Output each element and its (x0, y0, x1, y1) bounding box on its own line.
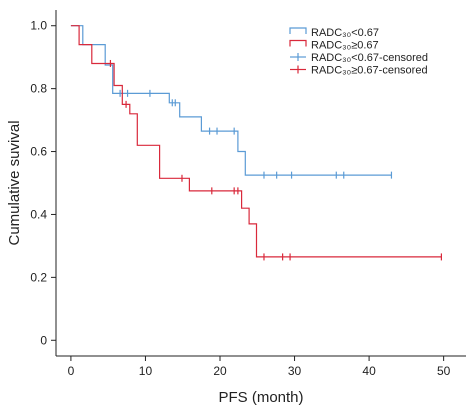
y-tick-label: 1.0 (30, 19, 47, 33)
y-tick-label: 0.8 (30, 82, 47, 96)
legend: RADC₃₀<0.67RADC₃₀≥0.67RADC₃₀<0.67-censor… (289, 27, 428, 77)
y-tick-label: 0.2 (30, 270, 47, 284)
x-axis-title: PFS (month) (218, 389, 303, 406)
x-tick-label: 0 (68, 364, 75, 378)
series-line-2 (70, 25, 442, 258)
x-tick-label: 20 (213, 364, 227, 378)
y-tick-label: 0 (40, 333, 47, 347)
x-tick-label: 50 (437, 364, 451, 378)
series-layer (70, 25, 442, 261)
legend-label: RADC₃₀<0.67 (311, 27, 379, 39)
y-tick-label: 0.4 (30, 207, 47, 221)
x-tick-label: 30 (288, 364, 302, 378)
x-tick-label: 10 (139, 364, 153, 378)
series-line-1 (70, 25, 392, 176)
legend-swatch (289, 39, 307, 47)
legend-label: RADC₃₀≥0.67-censored (311, 65, 428, 77)
x-tick-label: 40 (362, 364, 376, 378)
axes: 0 10 20 30 40 50 0 0.2 0.4 0.6 0.8 1.0 (30, 10, 466, 378)
legend-label: RADC₃₀<0.67-censored (311, 52, 428, 64)
y-axis-title: Cumulative suvival (6, 120, 23, 245)
legend-swatch (289, 27, 307, 34)
y-tick-label: 0.6 (30, 145, 47, 159)
legend-label: RADC₃₀≥0.67 (311, 40, 379, 52)
